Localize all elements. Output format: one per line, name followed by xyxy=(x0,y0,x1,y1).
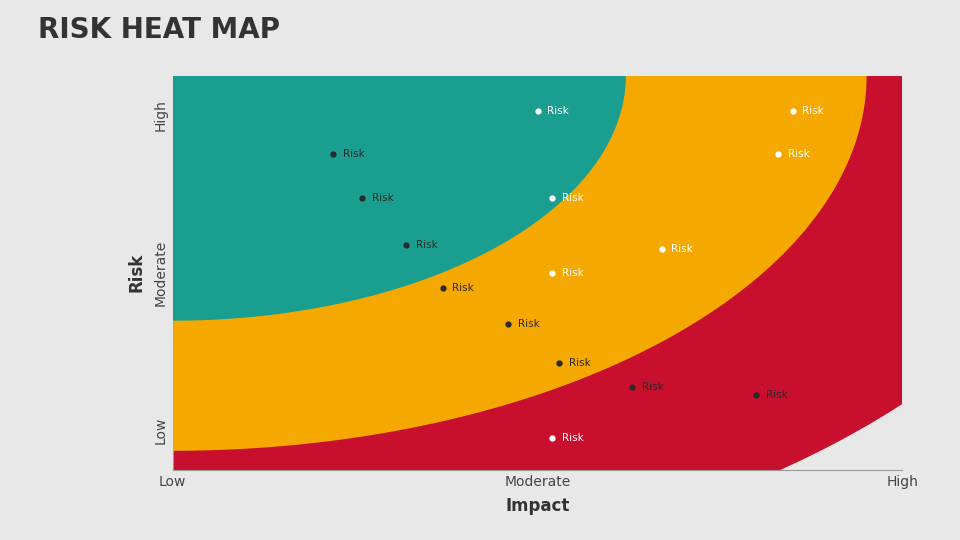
Text: Risk: Risk xyxy=(562,433,584,443)
Text: Risk: Risk xyxy=(562,193,584,203)
Polygon shape xyxy=(173,76,625,320)
Text: Risk: Risk xyxy=(671,244,693,254)
Text: Risk: Risk xyxy=(452,284,474,293)
Text: Risk: Risk xyxy=(343,150,365,159)
Text: Risk: Risk xyxy=(788,150,809,159)
Text: Risk: Risk xyxy=(803,106,825,116)
Polygon shape xyxy=(173,76,866,450)
Y-axis label: Risk: Risk xyxy=(128,253,146,292)
Text: Risk: Risk xyxy=(547,106,569,116)
Polygon shape xyxy=(173,76,960,540)
Text: Risk: Risk xyxy=(642,382,663,392)
Text: Risk: Risk xyxy=(372,193,394,203)
Text: RISK HEAT MAP: RISK HEAT MAP xyxy=(38,16,280,44)
Text: Risk: Risk xyxy=(766,390,788,400)
X-axis label: Impact: Impact xyxy=(505,497,570,515)
Text: Risk: Risk xyxy=(569,359,590,368)
Text: Risk: Risk xyxy=(416,240,438,250)
Text: Risk: Risk xyxy=(562,268,584,278)
Text: Risk: Risk xyxy=(517,319,540,329)
